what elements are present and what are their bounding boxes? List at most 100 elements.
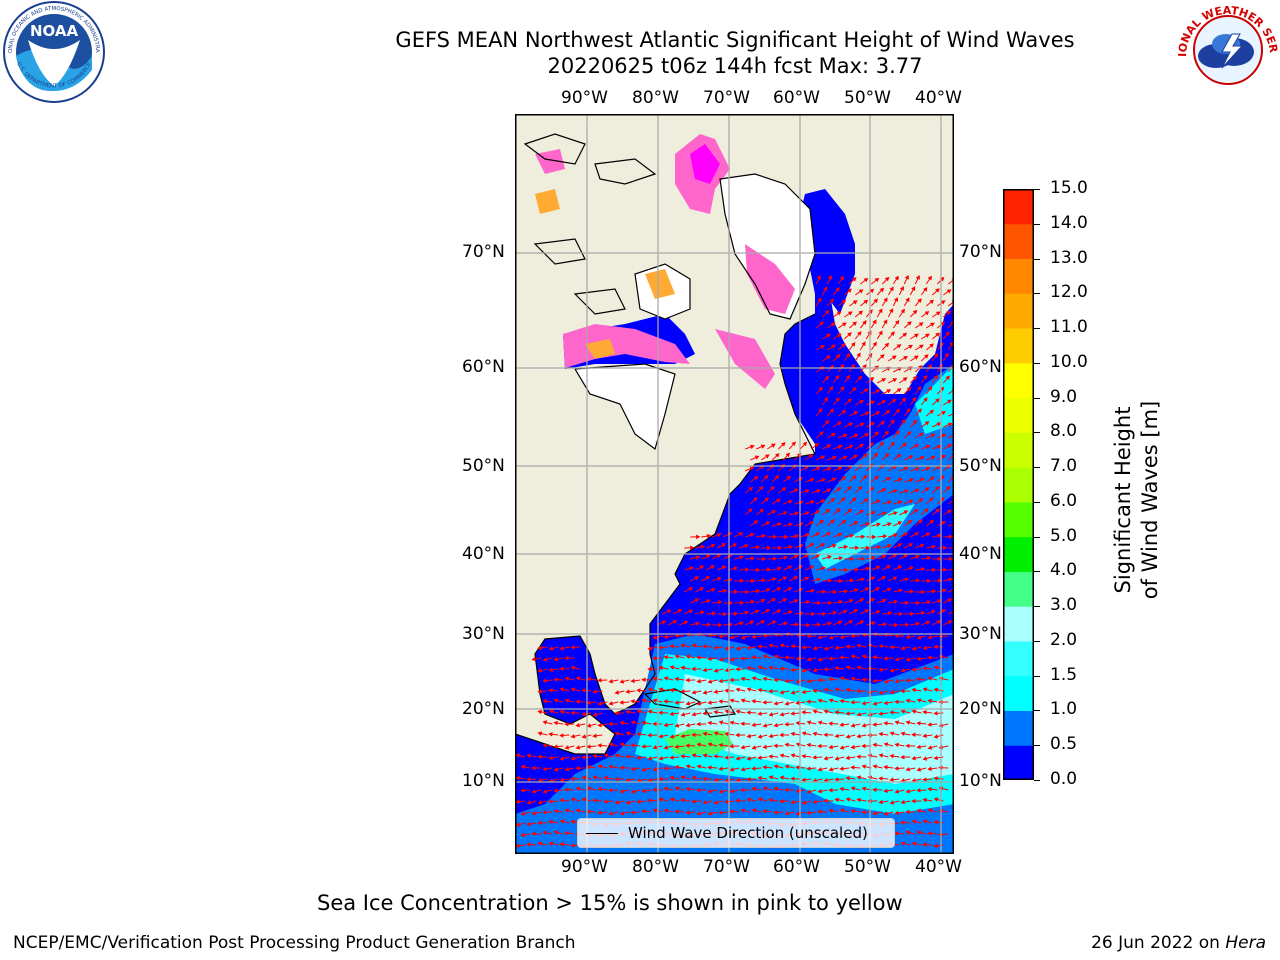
wave-arrow-head	[922, 666, 927, 671]
wave-arrow-head	[820, 344, 826, 350]
wave-arrow-head	[916, 744, 921, 750]
wave-arrow-head	[901, 397, 907, 403]
wave-arrow-head	[575, 765, 580, 771]
wave-arrow-head	[774, 474, 780, 480]
wave-arrow-head	[936, 422, 942, 427]
wave-arrow-head	[810, 500, 815, 505]
wave-arrow-head	[828, 600, 833, 606]
wave-arrow-head	[779, 712, 785, 717]
wave-arrow-head	[806, 720, 812, 725]
wave-arrow-head	[911, 755, 916, 761]
wave-arrow-head	[946, 310, 952, 316]
wave-arrow-head	[784, 678, 789, 684]
wave-arrow-head	[815, 532, 821, 537]
wave-arrow-head	[863, 299, 869, 305]
wave-arrow-head	[760, 444, 766, 449]
wave-arrow-head	[754, 455, 760, 460]
wave-arrow-head	[711, 587, 716, 593]
wave-arrow-head	[597, 764, 603, 769]
wave-arrow-head	[886, 389, 892, 394]
wave-arrow-head	[948, 534, 954, 539]
wave-arrow-head	[900, 731, 905, 737]
wave-arrow-head	[570, 645, 575, 650]
wave-arrow-head	[832, 610, 838, 616]
wave-arrow-head	[762, 556, 767, 562]
wave-arrow-head	[757, 644, 762, 649]
wave-arrow-head	[817, 720, 823, 725]
sea-ice-caption: Sea Ice Concentration > 15% is shown in …	[317, 891, 903, 915]
wave-arrow-head	[757, 755, 762, 760]
wave-arrow-head	[748, 508, 753, 513]
wave-arrow-head	[876, 609, 881, 615]
wave-arrow-head	[729, 634, 734, 640]
wave-arrow-head	[788, 522, 794, 527]
colorbar-tick-mark	[1034, 780, 1040, 781]
colorbar-tick-label: 7.0	[1050, 456, 1078, 477]
wave-arrow-head	[745, 589, 750, 595]
wave-arrow-head	[839, 722, 844, 727]
wave-arrow-head	[718, 766, 723, 771]
wave-arrow-head	[872, 534, 877, 540]
wave-arrow-head	[859, 399, 865, 404]
wave-arrow-head	[883, 656, 888, 661]
wave-arrow-head	[548, 688, 553, 693]
wave-arrow-head	[905, 657, 911, 662]
wave-arrow-head	[794, 533, 800, 539]
wave-arrow-head	[879, 354, 885, 359]
wave-arrow-head	[672, 620, 678, 625]
colorbar-tick-mark	[1034, 328, 1040, 330]
wave-arrow-head	[815, 510, 821, 515]
wave-arrow-head	[840, 497, 846, 502]
wave-arrow-head	[647, 687, 653, 692]
wave-arrow-head	[924, 354, 929, 359]
wave-arrow-head	[943, 545, 948, 551]
wave-arrow-head	[898, 588, 904, 593]
wave-arrow-head	[940, 321, 946, 327]
wave-arrow-head	[564, 830, 569, 836]
wave-arrow-head	[896, 453, 902, 459]
wave-arrow-head	[936, 444, 942, 449]
lon-label-bottom-80: 80°W	[632, 857, 679, 877]
wave-arrow-head	[740, 767, 746, 772]
wave-arrow-head	[827, 621, 833, 626]
wave-arrow-head	[786, 475, 792, 481]
wave-arrow-head	[647, 756, 653, 761]
wave-arrow-head	[893, 511, 898, 516]
wave-arrow-head	[904, 274, 909, 280]
wave-arrow-head	[843, 589, 849, 594]
wave-arrow-head	[806, 657, 812, 662]
wave-arrow-head	[922, 710, 927, 715]
wave-arrow-head	[614, 753, 620, 758]
map-panel	[514, 114, 959, 854]
wave-arrow-head	[933, 755, 938, 761]
wave-arrow-head	[927, 578, 932, 584]
wave-arrow-head	[713, 668, 719, 673]
wave-arrow-head	[817, 677, 822, 683]
wave-arrow-head	[925, 620, 931, 625]
wave-arrow-head	[553, 698, 559, 703]
wave-arrow-head	[699, 565, 705, 570]
colorbar-tick-mark	[1034, 710, 1040, 712]
wave-arrow-head	[729, 743, 734, 749]
wave-arrow-head	[861, 556, 866, 562]
wave-arrow-head	[740, 676, 745, 682]
wave-arrow-head	[933, 776, 938, 781]
wave-arrow-head	[790, 644, 795, 649]
wave-arrow-head	[858, 310, 863, 316]
wave-arrow-head	[865, 566, 871, 572]
wave-arrow-head	[735, 687, 740, 693]
wave-arrow-head	[776, 609, 782, 614]
wave-arrow-head	[794, 622, 800, 627]
wave-arrow-head	[863, 277, 869, 283]
wave-arrow-head	[889, 777, 894, 782]
wave-arrow-head	[553, 744, 558, 749]
wave-arrow-head	[859, 422, 865, 427]
greenland-interior	[720, 174, 815, 319]
wave-arrow-head	[691, 775, 696, 781]
wave-arrow-head	[729, 788, 734, 794]
wave-arrow-head	[817, 297, 822, 303]
wave-arrow-head	[724, 731, 729, 737]
colorbar-tick-label: 1.0	[1050, 699, 1078, 720]
wave-arrow-head	[919, 477, 925, 482]
wave-arrow-head	[768, 665, 773, 671]
